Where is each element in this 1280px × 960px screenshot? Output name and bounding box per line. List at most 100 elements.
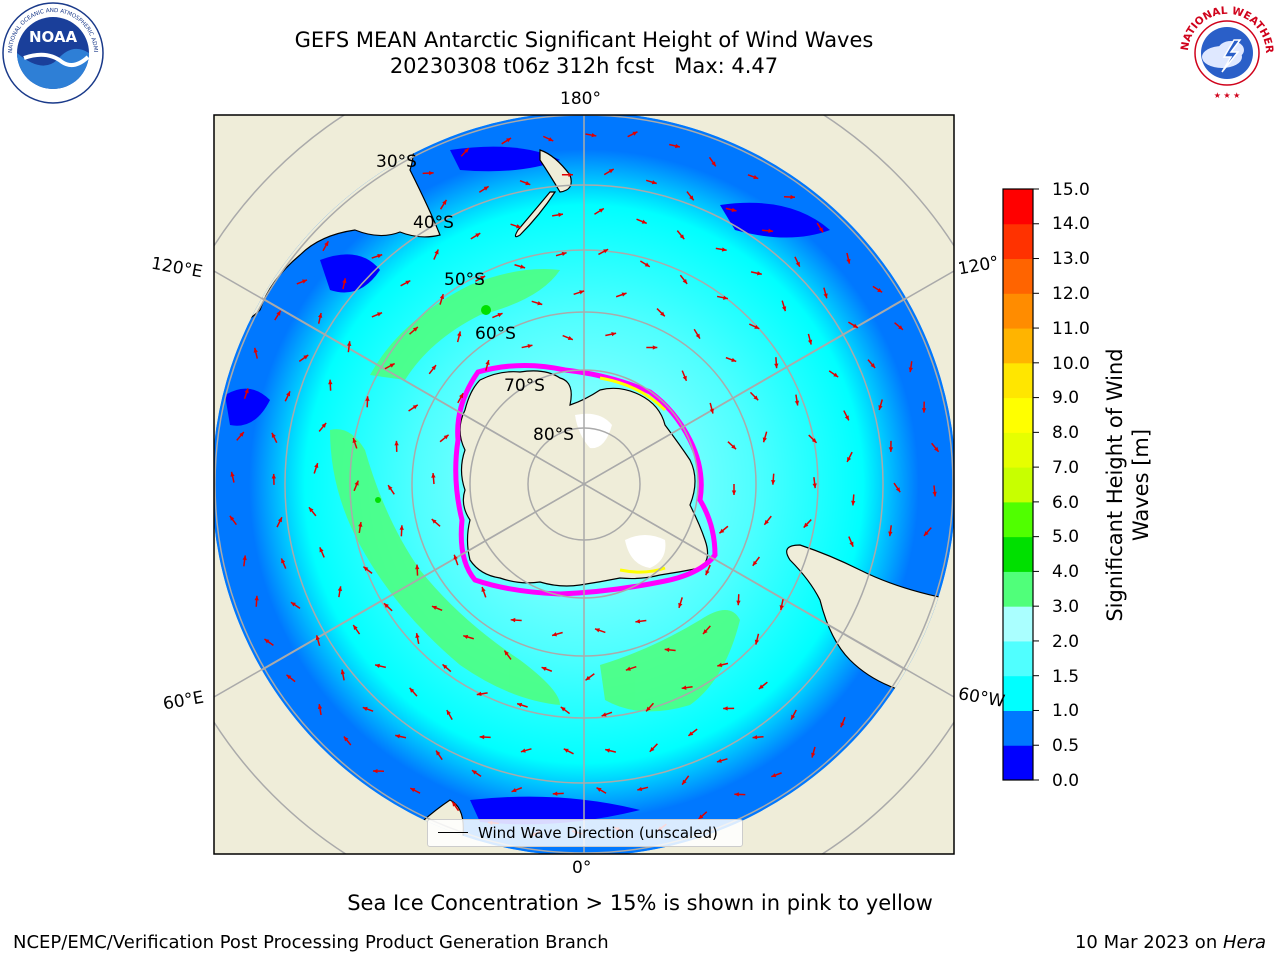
wave-direction-arrowhead: [399, 525, 404, 530]
wave-direction-arrowhead: [271, 432, 276, 438]
wave-direction-arrowhead: [340, 669, 346, 675]
wave-direction-arrowhead: [641, 219, 647, 224]
wave-direction-arrowhead: [510, 617, 516, 623]
lat-label-50s: 50°S: [444, 270, 485, 290]
wave-direction-arrowhead: [711, 161, 716, 167]
wave-direction-arrowhead: [517, 702, 523, 708]
cbar-tick: 3.0: [1052, 597, 1080, 617]
wave-direction-arrowhead: [605, 748, 611, 753]
wave-direction-arrowhead: [302, 279, 308, 284]
noaa-logo-text: NOAA: [29, 28, 78, 46]
wave-direction-arrowhead: [934, 446, 939, 452]
wave-direction-arrowhead: [377, 312, 383, 317]
wave-direction-arrowhead: [244, 388, 249, 394]
wave-direction-arrowhead: [702, 629, 708, 635]
sea-ice-edge: [453, 363, 718, 597]
wave-direction-arrowhead: [342, 278, 347, 284]
low-wave-patches: [225, 146, 830, 825]
cbar-tick: 8.0: [1052, 423, 1080, 443]
wave-direction-arrowhead: [752, 735, 758, 740]
wave-direction-arrowhead: [678, 602, 683, 608]
wave-direction-arrowhead: [888, 447, 894, 452]
wave-direction-arrowhead: [908, 367, 913, 373]
wave-direction-arrowhead: [431, 519, 437, 524]
wave-direction-arrowhead: [439, 294, 445, 300]
chart-subtitle: 20230308 t06z 312h fcst Max: 4.47: [389, 54, 779, 78]
wave-direction-arrowhead: [852, 323, 858, 328]
wave-direction-arrowhead: [442, 664, 448, 669]
wave-direction-arrowhead: [596, 787, 602, 792]
wave-direction-arrowhead: [649, 746, 655, 752]
wave-direction-arrowhead: [409, 687, 415, 693]
wave-direction-arrowhead: [476, 691, 482, 697]
wave-direction-arrowhead: [520, 264, 526, 269]
outer-graticule: [214, 115, 954, 854]
cbar-tick: 1.5: [1052, 667, 1080, 687]
cbar-tick: 0.5: [1052, 736, 1080, 756]
wave-direction-arrowhead: [464, 148, 469, 153]
wave-direction-arrowhead: [463, 634, 469, 640]
wave-direction-arrowhead: [343, 736, 349, 742]
wave-direction-arrowhead: [434, 249, 439, 255]
wave-direction-arrowhead: [823, 293, 828, 299]
wave-direction-arrowhead: [652, 345, 658, 350]
wave-direction-arrowhead: [644, 262, 650, 267]
wave-direction-arrowhead: [753, 174, 759, 180]
wave-direction-arrowhead: [849, 541, 854, 547]
wave-direction-arrowhead: [791, 714, 796, 720]
colorbar-bin: [1003, 571, 1033, 607]
wave-direction-arrowhead: [436, 750, 441, 756]
cbar-tick: 9.0: [1052, 388, 1080, 408]
wind-wave-arrows: [229, 131, 940, 837]
wave-direction-arrowhead: [632, 131, 638, 136]
wave-direction-arrowhead: [731, 207, 737, 212]
wave-direction-arrowhead: [932, 491, 937, 497]
wave-direction-arrowhead: [754, 639, 760, 645]
wave-direction-arrowhead: [264, 639, 270, 644]
wave-direction-arrowhead: [384, 603, 389, 608]
cbar-tick: 10.0: [1052, 354, 1090, 374]
wave-direction-arrowhead: [429, 170, 434, 176]
wave-direction-arrowhead: [721, 247, 727, 252]
wave-direction-arrowhead: [319, 547, 324, 553]
wave-direction-arrowhead: [847, 456, 852, 462]
wave-direction-arrowhead: [921, 408, 927, 413]
wave-direction-arrowhead: [818, 227, 824, 233]
lat-label-40s: 40°S: [413, 213, 454, 233]
wave-direction-arrowhead: [442, 199, 447, 205]
wave-direction-arrowhead: [717, 662, 723, 668]
wave-direction-arrowhead: [372, 768, 378, 774]
nws-logo: NATIONAL WEATHER SERVICE ★ ★ ★: [1176, 2, 1276, 102]
colorbar-bin: [1003, 432, 1033, 468]
wave-direction-arrowhead: [377, 253, 383, 259]
wave-direction-arrowhead: [308, 507, 314, 513]
wave-direction-arrowhead: [558, 212, 563, 217]
chart-title: GEFS MEAN Antarctic Significant Height o…: [294, 28, 874, 52]
wave-direction-arrowhead: [431, 473, 436, 478]
wave-direction-arrowhead: [779, 605, 784, 611]
wave-direction-arrowhead: [516, 224, 522, 229]
wave-direction-arrowhead: [315, 635, 320, 641]
wave-direction-arrowhead: [807, 339, 813, 345]
wave-direction-arrowhead: [762, 437, 767, 443]
colorbar-bin: [1003, 258, 1033, 294]
wave-direction-arrowhead: [888, 531, 893, 537]
lon-label-180: 180°: [560, 89, 601, 109]
wave-direction-arrowhead: [840, 722, 845, 728]
wave-direction-arrowhead: [560, 706, 566, 712]
wave-direction-arrowhead: [794, 400, 800, 406]
cbar-tick: 1.0: [1052, 701, 1080, 721]
wave-direction-arrowhead: [660, 311, 665, 317]
wave-direction-arrowhead: [601, 712, 607, 717]
wave-direction-arrowhead: [771, 773, 777, 778]
new-zealand-south: [514, 191, 557, 238]
wave-direction-arrowhead: [675, 143, 680, 149]
lon-label-0: 0°: [572, 858, 592, 878]
wave-direction-arrowhead: [719, 528, 725, 534]
wave-direction-arrowhead: [878, 405, 883, 411]
wave-direction-arrowhead: [354, 480, 359, 486]
wave-direction-arrowhead: [594, 628, 600, 633]
wave-direction-arrowhead: [358, 522, 363, 527]
wave-direction-arrowhead: [363, 566, 369, 572]
legend-line-swatch: [438, 832, 468, 833]
